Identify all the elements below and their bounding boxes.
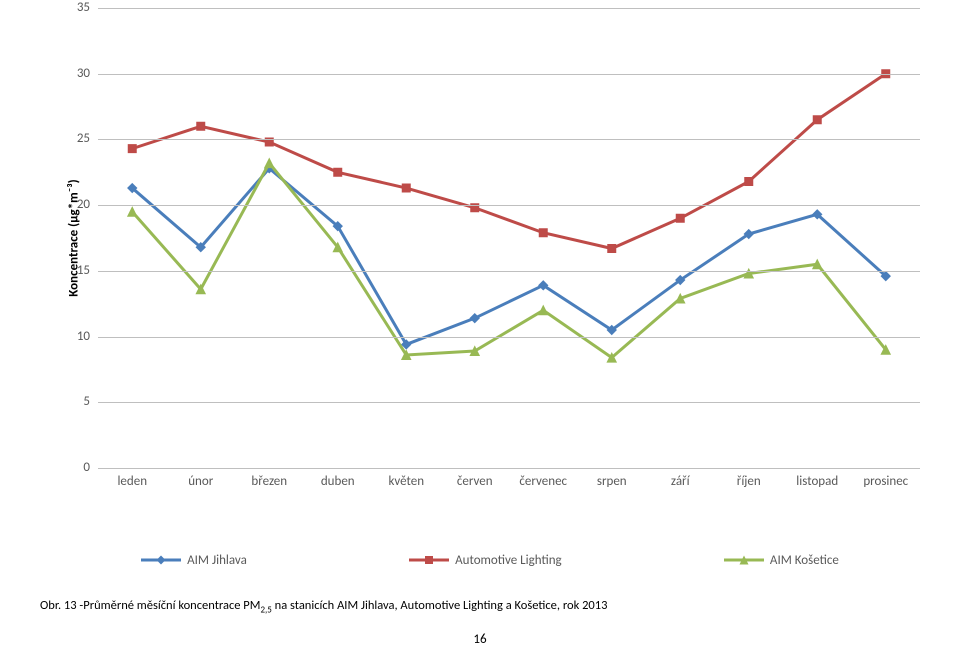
legend-swatch <box>141 553 181 567</box>
x-tick-label: únor <box>188 474 213 489</box>
gridline <box>98 337 920 338</box>
caption-subscript: 2,5 <box>260 605 271 616</box>
chart: Koncentrace (µg*m⁻³) 05101520253035leden… <box>60 8 920 528</box>
series-line <box>132 168 886 344</box>
y-tick-label: 25 <box>60 131 90 146</box>
series-marker <box>539 229 547 237</box>
x-tick-label: říjen <box>737 474 761 489</box>
legend: AIM Jihlava Automotive Lighting AIM Košeti… <box>60 545 920 575</box>
series-marker <box>745 177 753 185</box>
legend-label: AIM Jihlava <box>187 553 247 568</box>
y-tick-label: 5 <box>60 394 90 409</box>
legend-label: Automotive Lighting <box>455 553 562 568</box>
caption-suffix: na stanicích AIM Jihlava, Automotive Lig… <box>272 598 608 613</box>
series-marker <box>676 214 684 222</box>
page: Koncentrace (µg*m⁻³) 05101520253035leden… <box>0 0 960 653</box>
series-marker <box>197 122 205 130</box>
caption-prefix: Obr. 13 - <box>40 598 83 613</box>
x-tick-label: duben <box>321 474 355 489</box>
series-marker <box>128 145 136 153</box>
y-tick-label: 30 <box>60 66 90 81</box>
gridline <box>98 402 920 403</box>
x-tick-label: září <box>671 474 690 489</box>
legend-swatch <box>724 553 764 567</box>
x-tick-label: srpen <box>597 474 627 489</box>
series-marker <box>813 116 821 124</box>
gridline <box>98 205 920 206</box>
legend-swatch <box>409 553 449 567</box>
x-tick-label: prosinec <box>863 474 908 489</box>
y-tick-label: 10 <box>60 329 90 344</box>
gridline <box>98 8 920 9</box>
y-tick-label: 0 <box>60 460 90 475</box>
x-tick-label: březen <box>251 474 287 489</box>
x-tick-label: červen <box>457 474 493 489</box>
series-marker <box>128 207 137 216</box>
series-marker <box>402 184 410 192</box>
legend-label: AIM Košetice <box>770 553 839 568</box>
chart-lines <box>98 8 920 468</box>
y-tick-label: 20 <box>60 197 90 212</box>
y-tick-label: 15 <box>60 263 90 278</box>
figure-caption: Obr. 13 -Průměrné měsíční koncentrace PM… <box>40 598 607 616</box>
gridline <box>98 74 920 75</box>
series-marker <box>334 168 342 176</box>
series-line <box>132 74 886 249</box>
x-tick-label: červenec <box>519 474 567 489</box>
gridline <box>98 139 920 140</box>
legend-item: AIM Jihlava <box>141 553 247 568</box>
page-number: 16 <box>473 632 486 647</box>
series-marker <box>608 245 616 253</box>
y-tick-label: 35 <box>60 0 90 15</box>
series-line <box>132 163 886 358</box>
x-tick-label: listopad <box>796 474 838 489</box>
x-tick-label: leden <box>117 474 147 489</box>
gridline <box>98 271 920 272</box>
legend-item: AIM Košetice <box>724 553 839 568</box>
x-tick-label: květen <box>388 474 424 489</box>
caption-text: Průměrné měsíční koncentrace PM <box>83 598 260 613</box>
series-marker <box>265 159 274 168</box>
series-marker <box>539 306 548 315</box>
gridline <box>98 468 920 469</box>
plot-area <box>98 8 920 468</box>
legend-item: Automotive Lighting <box>409 553 562 568</box>
